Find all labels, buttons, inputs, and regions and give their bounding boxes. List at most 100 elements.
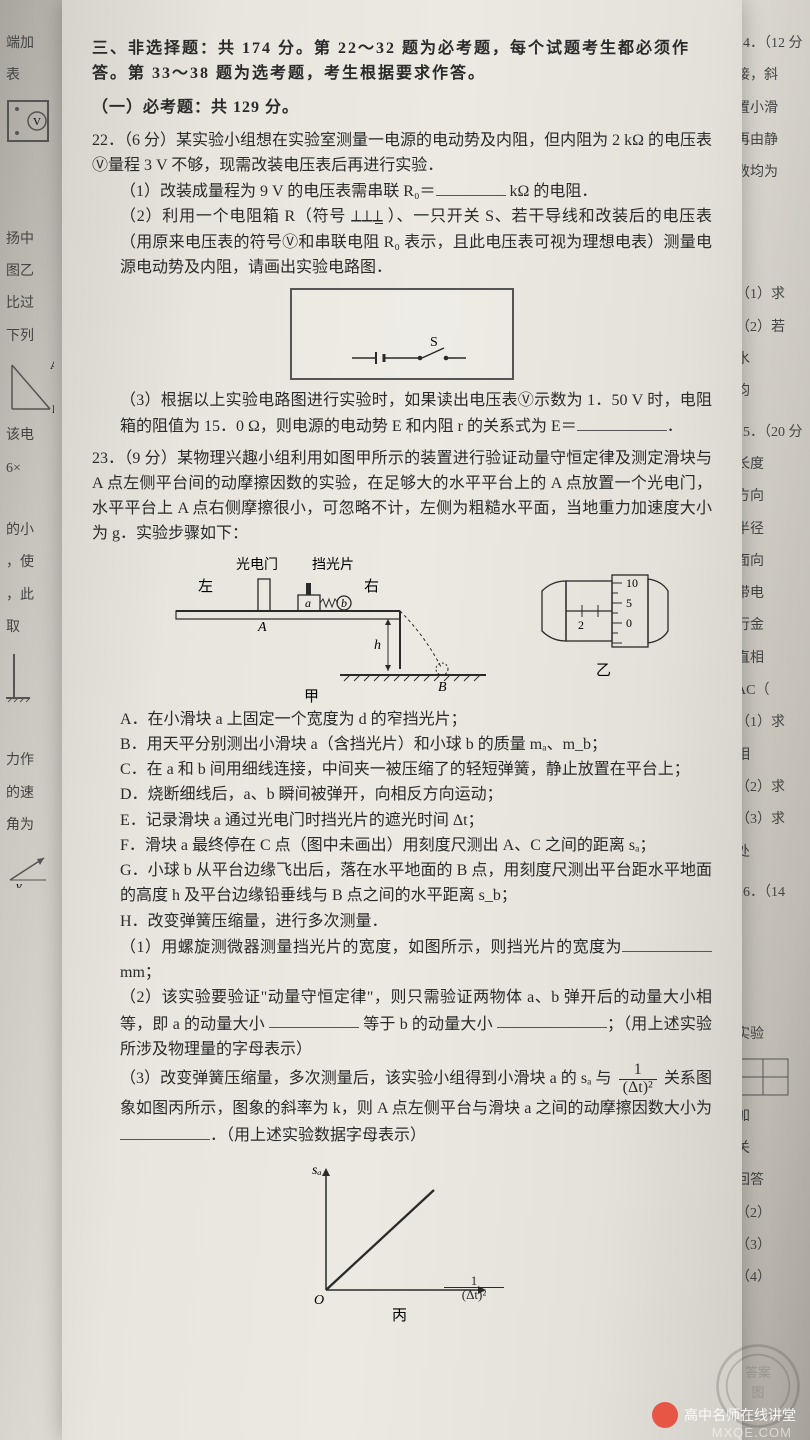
svg-text:B: B (438, 680, 447, 695)
edge-text: 数均为 (736, 163, 804, 183)
q23-H: H．改变弹簧压缩量，进行多次测量． (120, 909, 712, 934)
svg-text:h: h (374, 638, 381, 653)
edge-text: 再由静 (736, 131, 804, 151)
blank (497, 1011, 607, 1029)
edge-text: 表 (6, 66, 68, 86)
svg-text:A: A (50, 359, 54, 372)
q22-p1: （1）改装成量程为 9 V 的电压表需串联 R₀＝ kΩ 的电阻． (120, 178, 712, 204)
edge-text: （3）求 (736, 810, 804, 830)
svg-text:2: 2 (578, 618, 584, 632)
svg-text:丙: 丙 (392, 1308, 407, 1324)
fig-jia: 左 右 光电门 挡光片 (130, 553, 510, 703)
edge-text: 回答 (736, 1171, 804, 1191)
q23-p2: （2）该实验要验证"动量守恒定律"，则只需验证两物体 a、b 弹开后的动量大小相… (120, 985, 712, 1062)
edge-text: 置小滑 (736, 99, 804, 119)
edge-text: 水 (736, 350, 804, 370)
edge-text: 带电 (736, 584, 804, 604)
q23-head: （9 分）某物理兴趣小组利用如图甲所示的装置进行验证动量守恒定律及测定滑块与 A… (92, 450, 712, 543)
edge-text: 图乙 (6, 262, 68, 282)
edge-text: 25．（20 分 (736, 423, 804, 443)
svg-text:图: 图 (752, 1386, 765, 1400)
svg-text:光电门: 光电门 (236, 557, 278, 573)
q23-C: C．在 a 和 b 间用细线连接，中间夹一被压缩了的轻短弹簧，静止放置在平台上； (120, 757, 712, 782)
svg-text:b: b (341, 596, 347, 610)
edge-text: （2）若 (736, 318, 804, 338)
edge-text: 下列 (6, 327, 68, 347)
edge-text: 的速 (6, 784, 68, 804)
blank (269, 1011, 359, 1029)
edge-text: （4） (736, 1268, 804, 1288)
edge-text: 6× (6, 459, 68, 479)
svg-text:S: S (430, 335, 438, 350)
edge-text: 扬中 (6, 230, 68, 250)
svg-text:答案: 答案 (745, 1365, 771, 1380)
svg-text:sₐ: sₐ (312, 1163, 322, 1178)
watermark-site: MXQE.COM (712, 1425, 792, 1440)
svg-text:10: 10 (626, 576, 638, 590)
q23-p3: （3）改变弹簧压缩量，多次测量后，该实验小组得到小滑块 a 的 sₐ 与 1 (… (120, 1062, 712, 1148)
q22-num: 22． (92, 128, 116, 153)
q22-p2: （2）利用一个电阻箱 R（符号 ⟂⟂⟂̲ ）、一只开关 S、若干导线和改装后的电… (120, 204, 712, 280)
fig-yi: 2 10 5 0 乙 (540, 563, 690, 693)
edge-text: 角为 (6, 816, 68, 836)
q23-D: D．烧断细线后，a、b 瞬间被弹开，向相反方向运动； (120, 782, 712, 807)
blank (622, 934, 712, 952)
edge-text: 均 (736, 382, 804, 402)
q23-G: G．小球 b 从平台边缘飞出后，落在水平地面的 B 点，用刻度尺测出平台距水平地… (120, 858, 712, 909)
q22-circuit-box: S (290, 288, 514, 380)
circuit-svg: S (292, 290, 512, 378)
q22-p3: （3）根据以上实验电路图进行实验时，如果读出电压表Ⓥ示数为 1．50 V 时，电… (120, 388, 712, 439)
q23-F: F．滑块 a 最终停在 C 点（图中未画出）用刻度尺测出 A、C 之间的距离 s… (120, 833, 712, 858)
svg-text:甲: 甲 (304, 689, 319, 703)
watermark-text: 高中名师在线讲堂 (684, 1405, 796, 1425)
edge-text: 半径 (736, 520, 804, 540)
edge-triangle-icon: AB (6, 359, 54, 419)
q23-E: E．记录滑块 a 通过光电门时挡光片的遮光时间 Δt； (120, 808, 712, 833)
edge-text: 该电 (6, 426, 68, 446)
q23-num: 23． (92, 446, 116, 471)
edge-text: 方向 (736, 487, 804, 507)
svg-text:B: B (52, 402, 54, 416)
edge-vector-icon: v (6, 848, 50, 888)
part1-title: （一）必考题：共 129 分。 (92, 95, 712, 120)
edge-text: 直相 (736, 649, 804, 669)
exam-sheet: 三、非选择题：共 174 分。第 22～32 题为必考题，每个试题考生都必须作答… (62, 0, 742, 1440)
edge-text: 端加 (6, 34, 68, 54)
edge-text: 处 (736, 843, 804, 863)
content: 三、非选择题：共 174 分。第 22～32 题为必考题，每个试题考生都必须作答… (62, 0, 742, 1334)
edge-meter-icon: V (6, 99, 50, 143)
page: 端加 表 V 扬中 图乙 比过 下列 AB 该电 6× 的小 ，使 ，此 取 (0, 0, 810, 1440)
svg-text:挡光片: 挡光片 (312, 557, 354, 573)
edge-rod-icon (6, 650, 46, 704)
edge-text: （2）求 (736, 778, 804, 798)
avatar-icon (652, 1402, 678, 1428)
svg-text:左: 左 (198, 578, 213, 595)
edge-text: 的小 (6, 521, 68, 541)
q23-A: A．在小滑块 a 上固定一个宽度为 d 的窄挡光片； (120, 707, 712, 732)
edge-text: 关 (736, 1139, 804, 1159)
edge-text: 行金 (736, 616, 804, 636)
edge-text: 力作 (6, 751, 68, 771)
edge-text: 加 (736, 1107, 804, 1127)
q23-graph: sₐ O 1 (Δt)² 丙 (292, 1154, 512, 1324)
section3-title: 三、非选择题：共 174 分。第 22～32 题为必考题，每个试题考生都必须作答… (92, 36, 712, 87)
edge-text: AC（ (736, 681, 804, 701)
svg-text:5: 5 (626, 596, 632, 610)
svg-text:V: V (33, 116, 41, 128)
edge-text: ，此 (6, 586, 68, 606)
q23-figure: 左 右 光电门 挡光片 (120, 553, 712, 703)
blank (577, 413, 667, 431)
edge-text: 比过 (6, 294, 68, 314)
blank (436, 178, 506, 196)
edge-text: 接，斜 (736, 66, 804, 86)
edge-text: （2） (736, 1204, 804, 1224)
right-edge-col: 24．（12 分 接，斜 置小滑 再由静 数均为 （1）求 （2）若 水 均 2… (732, 0, 810, 1440)
edge-text: 面向 (736, 552, 804, 572)
svg-text:右: 右 (364, 578, 379, 595)
edge-table-icon (736, 1057, 790, 1099)
q23: 23．（9 分）某物理兴趣小组利用如图甲所示的装置进行验证动量守恒定律及测定滑块… (92, 446, 712, 547)
blank (120, 1122, 210, 1140)
edge-text: ，使 (6, 553, 68, 573)
edge-text: 实验 (736, 1025, 804, 1045)
edge-text: （3） (736, 1236, 804, 1256)
